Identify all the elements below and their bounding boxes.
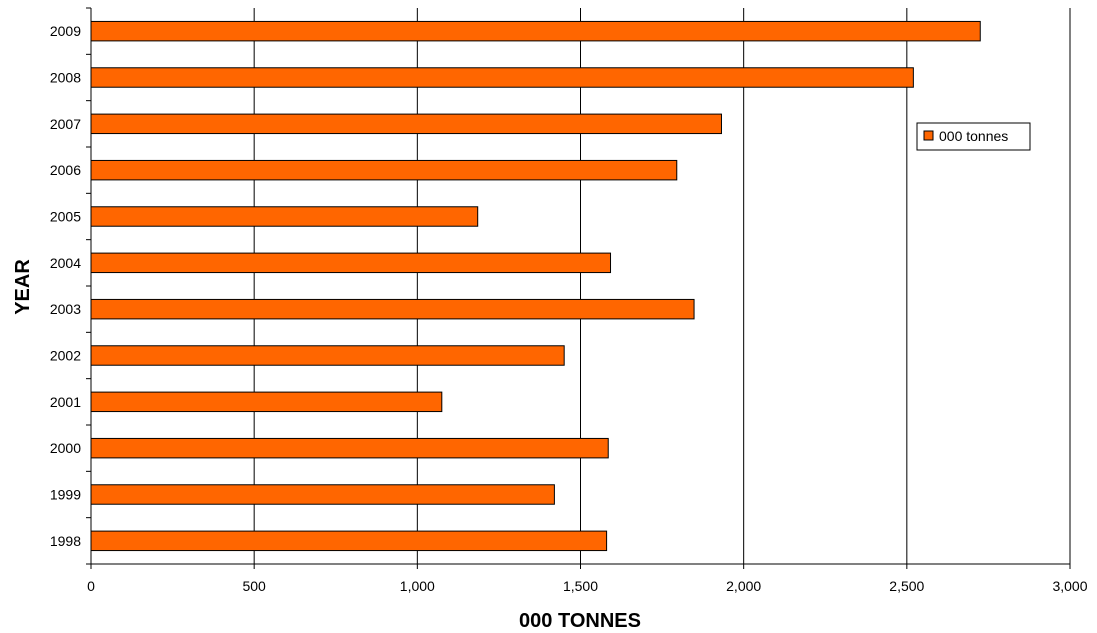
bar	[90, 437, 609, 459]
y-tick-label: 2009	[50, 23, 81, 39]
legend-box	[916, 122, 1031, 151]
bar	[90, 484, 555, 505]
y-axis-title: YEAR	[12, 259, 34, 315]
x-tick-label: 2,000	[726, 578, 761, 594]
y-tick-label: 2004	[50, 255, 81, 271]
axes	[86, 7, 1071, 569]
y-tick-label: 2008	[50, 70, 81, 86]
x-tick-label: 1,500	[563, 578, 598, 594]
x-tick-label: 2,500	[889, 578, 924, 594]
y-tick-label: 2003	[50, 301, 81, 317]
tick-labels: 0 500 1,000 1,500 2,000 2,500 3,000 1998 1999 200…	[50, 23, 1088, 594]
x-tick-label: 1,000	[400, 578, 435, 594]
x-axis-title: 000 TONNES	[519, 610, 641, 632]
y-tick-label: 2000	[50, 440, 81, 456]
bar	[90, 20, 981, 42]
y-tick-label: 2007	[50, 116, 81, 132]
bar	[90, 159, 678, 181]
bar	[90, 252, 612, 274]
bar	[90, 67, 914, 88]
y-tick-label: 2001	[50, 394, 81, 410]
bar	[90, 298, 695, 320]
gridlines	[253, 8, 1071, 564]
x-tick-label: 500	[242, 578, 266, 594]
y-tick-label: 2002	[50, 348, 81, 364]
legend-swatch	[923, 130, 934, 141]
bar	[90, 113, 722, 135]
y-tick-label: 2006	[50, 162, 81, 178]
bar	[90, 391, 443, 413]
y-tick-label: 1999	[50, 487, 81, 503]
y-tick-label: 1998	[50, 533, 81, 549]
x-tick-label: 3,000	[1052, 578, 1087, 594]
x-tick-label: 0	[87, 578, 95, 594]
y-tick-label: 2005	[50, 209, 81, 225]
legend: 000 tonnes	[916, 122, 1031, 151]
bar	[90, 206, 479, 227]
bar	[90, 345, 565, 366]
bar	[90, 530, 608, 552]
legend-label: 000 tonnes	[939, 128, 1008, 144]
